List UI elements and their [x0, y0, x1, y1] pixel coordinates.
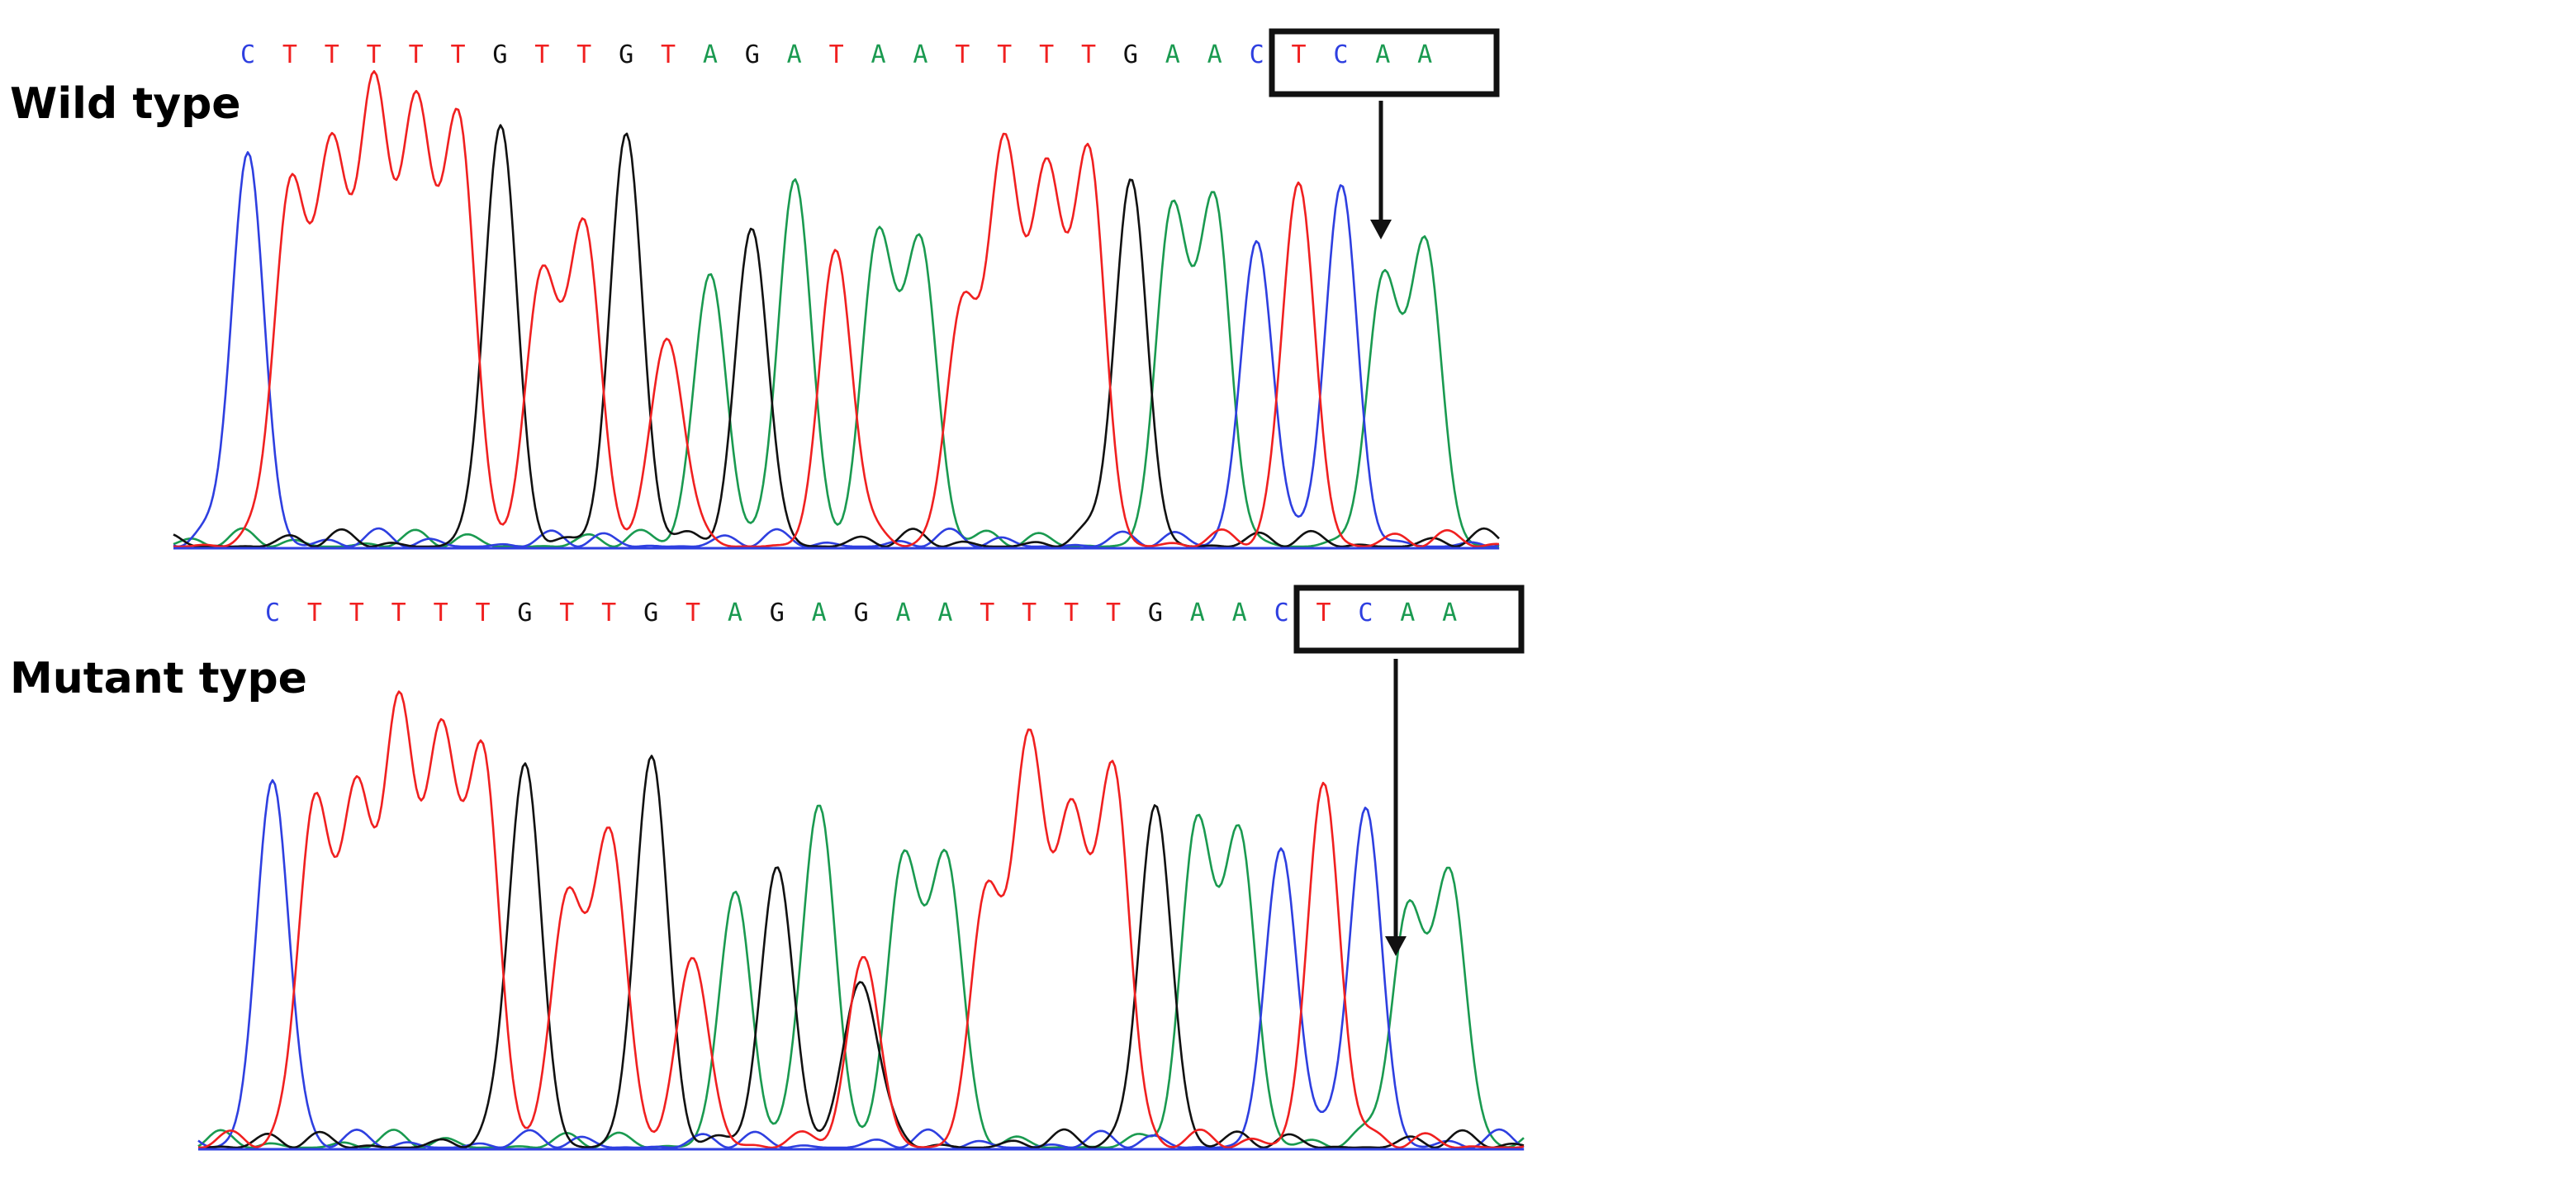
base-call: T — [409, 40, 424, 69]
base-call: T — [450, 40, 465, 69]
base-call: T — [325, 40, 339, 69]
base-call: C — [1250, 40, 1264, 69]
base-call: A — [787, 40, 802, 69]
base-call: T — [367, 40, 382, 69]
base-call: C — [1274, 599, 1289, 627]
mutant-type-label: Mutant type — [10, 654, 307, 703]
trace-c — [173, 151, 1500, 548]
base-call: T — [1039, 40, 1054, 69]
base-call: T — [955, 40, 970, 69]
base-call: A — [937, 599, 952, 627]
trace-a — [173, 178, 1500, 548]
base-call: T — [475, 599, 490, 627]
base-call: T — [980, 599, 994, 627]
arrow-down-icon — [1370, 220, 1392, 239]
base-call: T — [391, 599, 406, 627]
base-call: G — [770, 599, 785, 627]
base-call: T — [434, 599, 448, 627]
base-call: T — [601, 599, 616, 627]
base-call: T — [1064, 599, 1079, 627]
base-call: A — [895, 599, 910, 627]
base-call: G — [492, 40, 507, 69]
trace-g — [173, 124, 1500, 548]
base-call: A — [1165, 40, 1180, 69]
base-call: T — [1291, 40, 1306, 69]
arrow-down-icon — [1385, 936, 1407, 956]
base-call: C — [240, 40, 255, 69]
trace-g — [198, 755, 1525, 1149]
base-call: G — [619, 40, 633, 69]
base-call: A — [913, 40, 927, 69]
base-call: C — [1358, 599, 1373, 627]
base-call: T — [1081, 40, 1096, 69]
base-call: T — [829, 40, 844, 69]
base-call: C — [265, 599, 280, 627]
base-call: T — [282, 40, 297, 69]
base-call: A — [1232, 599, 1247, 627]
base-call: A — [871, 40, 885, 69]
base-call: G — [1148, 599, 1163, 627]
base-call: A — [1190, 599, 1205, 627]
base-call: G — [643, 599, 658, 627]
base-call: T — [1316, 599, 1331, 627]
base-call: T — [559, 599, 574, 627]
base-call: G — [1123, 40, 1138, 69]
base-call: T — [307, 599, 322, 627]
base-call: T — [1106, 599, 1121, 627]
base-call: T — [997, 40, 1012, 69]
base-call: G — [745, 40, 760, 69]
base-call: A — [812, 599, 827, 627]
base-call: G — [854, 599, 869, 627]
codon-box — [1269, 28, 1500, 97]
base-call: A — [1400, 599, 1415, 627]
base-call: A — [703, 40, 718, 69]
base-call: A — [1207, 40, 1222, 69]
wild-type-label: Wild type — [10, 79, 241, 129]
base-call: T — [686, 599, 700, 627]
base-call: A — [1417, 40, 1432, 69]
base-call: A — [1375, 40, 1390, 69]
trace-a — [197, 804, 1525, 1149]
base-call: A — [1442, 599, 1457, 627]
base-call: T — [1022, 599, 1037, 627]
base-call: T — [534, 40, 549, 69]
codon-box — [1293, 585, 1525, 654]
base-call: A — [728, 599, 742, 627]
base-call: T — [661, 40, 676, 69]
base-call: T — [349, 599, 364, 627]
base-call: G — [517, 599, 532, 627]
base-call: C — [1333, 40, 1348, 69]
base-call: T — [576, 40, 591, 69]
trace-t — [197, 690, 1525, 1149]
trace-t — [173, 70, 1500, 548]
trace-c — [197, 779, 1525, 1149]
